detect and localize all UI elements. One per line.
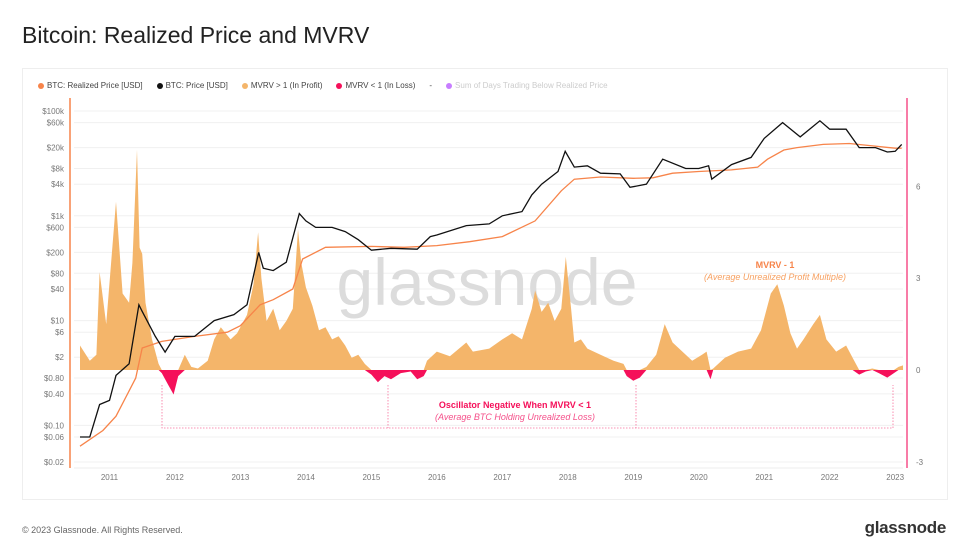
x-tick-label: 2017 bbox=[493, 473, 511, 482]
x-tick-label: 2020 bbox=[690, 473, 708, 482]
y-left-tick-label: $0.10 bbox=[44, 421, 65, 430]
y-left-tick-label: $0.02 bbox=[44, 458, 65, 467]
y-left-tick-label: $0.80 bbox=[44, 374, 65, 383]
legend-dot-icon bbox=[241, 82, 248, 89]
x-tick-label: 2011 bbox=[101, 473, 119, 482]
mvrv-annotation-title: MVRV - 1 bbox=[756, 260, 795, 270]
y-left-tick-label: $60k bbox=[47, 119, 65, 128]
annotations: MVRV - 1 (Average Unrealized Profit Mult… bbox=[161, 260, 894, 429]
x-tick-label: 2013 bbox=[232, 473, 250, 482]
legend-item[interactable]: BTC: Realized Price [USD] bbox=[38, 81, 143, 90]
legend-item[interactable]: MVRV > 1 (In Profit) bbox=[241, 81, 323, 90]
copyright: © 2023 Glassnode. All Rights Reserved. bbox=[22, 525, 183, 535]
y-left-tick-label: $10 bbox=[51, 317, 65, 326]
x-tick-label: 2015 bbox=[362, 473, 380, 482]
loss-bracket bbox=[161, 385, 894, 429]
legend-dot-icon bbox=[38, 82, 44, 89]
legend-label: MVRV < 1 (In Loss) bbox=[345, 81, 416, 90]
mvrv-loss-area bbox=[80, 370, 904, 395]
glassnode-logo: glassnode bbox=[864, 518, 947, 537]
y-left-tick-label: $40 bbox=[51, 285, 65, 294]
price-lines bbox=[79, 119, 903, 447]
y-right-tick-label: 3 bbox=[916, 274, 921, 283]
legend: BTC: Realized Price [USD] BTC: Price [USD… bbox=[38, 81, 608, 90]
y-left-tick-label: $6 bbox=[55, 328, 64, 337]
btc-price-line bbox=[80, 119, 903, 438]
mvrv-area bbox=[80, 149, 904, 395]
y-left-tick-label: $100k bbox=[42, 107, 65, 116]
legend-dot-icon bbox=[336, 82, 343, 89]
watermark: glassnode bbox=[337, 245, 638, 319]
y-left-tick-label: $8k bbox=[51, 164, 65, 173]
y-left-tick-label: $80 bbox=[51, 269, 65, 278]
y-left-tick-label: $2 bbox=[55, 353, 64, 362]
y-right-tick-label: 6 bbox=[916, 182, 921, 191]
x-tick-label: 2022 bbox=[821, 473, 839, 482]
legend-dot-icon bbox=[156, 82, 163, 89]
y-left-tick-label: $4k bbox=[51, 180, 65, 189]
axes: $100k $60k $20k $8k $4k $1k $600 $200 $80 $40 $10 $… bbox=[42, 98, 924, 482]
legend-label: - bbox=[429, 81, 433, 90]
x-tick-label: 2023 bbox=[886, 473, 904, 482]
y-right-tick-label: 0 bbox=[916, 366, 921, 375]
legend-label: BTC: Price [USD] bbox=[165, 81, 228, 90]
y-left-tick-label: $20k bbox=[47, 144, 65, 153]
mvrv-annotation-subtitle: (Average Unrealized Profit Multiple) bbox=[704, 272, 846, 282]
y-left-tick-label: $200 bbox=[46, 248, 64, 257]
legend-label: Sum of Days Trading Below Realized Price bbox=[455, 81, 608, 90]
legend-label: BTC: Realized Price [USD] bbox=[47, 81, 143, 90]
legend-item[interactable]: MVRV < 1 (In Loss) bbox=[336, 81, 415, 90]
x-tick-label: 2021 bbox=[755, 473, 773, 482]
y-left-tick-label: $0.06 bbox=[44, 433, 65, 442]
gridlines bbox=[74, 110, 903, 463]
x-tick-label: 2012 bbox=[166, 473, 184, 482]
x-tick-label: 2014 bbox=[297, 473, 315, 482]
y-left-tick-label: $0.40 bbox=[44, 390, 65, 399]
legend-dot-icon bbox=[446, 82, 453, 89]
page-title: Bitcoin: Realized Price and MVRV bbox=[22, 22, 370, 48]
legend-label: MVRV > 1 (In Profit) bbox=[250, 81, 323, 90]
legend-item[interactable]: Sum of Days Trading Below Realized Price bbox=[446, 81, 608, 90]
chart-card bbox=[22, 68, 948, 500]
x-tick-label: 2016 bbox=[428, 473, 446, 482]
x-tick-label: 2019 bbox=[624, 473, 642, 482]
oscillator-annotation-subtitle: (Average BTC Holding Unrealized Loss) bbox=[435, 412, 595, 422]
x-tick-label: 2018 bbox=[559, 473, 577, 482]
y-right-tick-label: -3 bbox=[916, 458, 924, 467]
y-left-tick-label: $1k bbox=[51, 212, 65, 221]
mvrv-profit-area bbox=[80, 149, 904, 370]
legend-item[interactable]: BTC: Price [USD] bbox=[156, 81, 228, 90]
legend-item[interactable]: - bbox=[429, 81, 432, 90]
oscillator-annotation-title: Oscillator Negative When MVRV < 1 bbox=[439, 400, 591, 410]
y-left-tick-label: $600 bbox=[46, 223, 64, 232]
